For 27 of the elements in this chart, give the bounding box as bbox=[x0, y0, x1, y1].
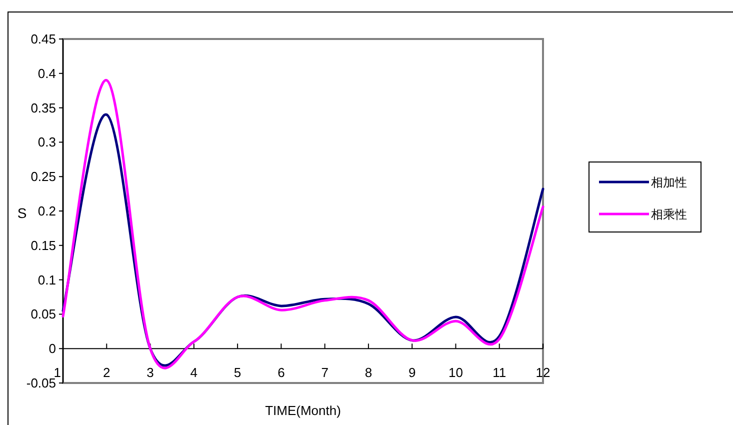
y-tick-label: 0 bbox=[48, 341, 56, 356]
x-tick-label: 12 bbox=[536, 365, 550, 380]
x-tick-label: 3 bbox=[146, 365, 154, 380]
y-tick-label: 0.4 bbox=[38, 66, 56, 81]
y-tick-label: 0.45 bbox=[30, 32, 56, 46]
x-tick-label: 1 bbox=[54, 365, 61, 380]
legend-label: 相加性 bbox=[651, 176, 687, 190]
x-tick-label: 5 bbox=[234, 365, 242, 380]
y-tick-label: 0.25 bbox=[30, 169, 56, 184]
y-tick-label: 0.3 bbox=[38, 134, 56, 150]
x-tick-label: 8 bbox=[364, 365, 372, 380]
x-tick-label: 4 bbox=[190, 365, 198, 380]
y-tick-label: 0.1 bbox=[38, 272, 56, 288]
x-tick-label: 6 bbox=[278, 365, 285, 380]
x-axis-title: TIME(Month) bbox=[265, 403, 341, 418]
x-tick-label: 7 bbox=[321, 365, 328, 380]
y-tick-label: 0.2 bbox=[38, 204, 56, 218]
y-tick-label: -0.05 bbox=[26, 376, 56, 390]
x-tick-label: 2 bbox=[103, 365, 110, 380]
legend-label: 相乘性 bbox=[651, 208, 687, 222]
y-tick-label: 0.35 bbox=[30, 100, 56, 116]
y-tick-label: 0.15 bbox=[30, 238, 56, 253]
x-tick-label: 11 bbox=[492, 365, 506, 380]
x-tick-label: 9 bbox=[408, 365, 416, 380]
y-axis-title: S bbox=[17, 205, 27, 221]
x-tick-label: 10 bbox=[448, 365, 463, 380]
y-tick-label: 0.05 bbox=[30, 306, 56, 322]
